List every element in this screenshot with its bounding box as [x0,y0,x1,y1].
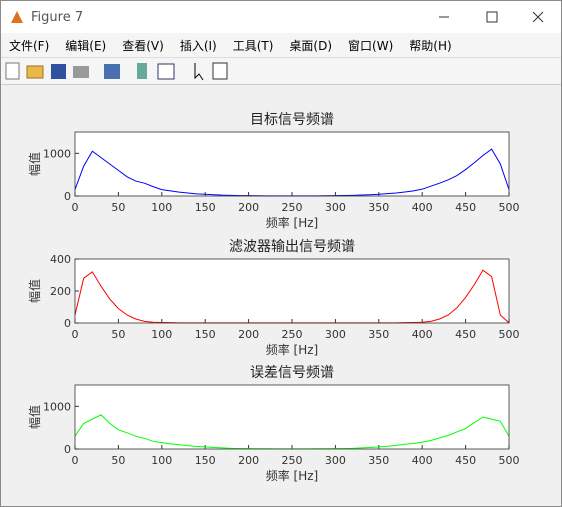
chart-title: 滤波器输出信号频谱 [229,239,355,255]
menu-bar: 文件(F) 编辑(E) 查看(V) 插入(I) 工具(T) 桌面(D) 窗口(W) 帮助(H) [1,33,561,57]
x-tick-label: 150 [195,454,216,467]
y-tick-label: 0 [64,190,71,203]
x-tick-label: 250 [282,201,303,214]
x-tick-label: 400 [412,201,433,214]
menu-item[interactable]: 窗口(W) [348,38,394,53]
x-tick-label: 200 [238,328,259,341]
y-axis-label: 幅值 [27,405,42,429]
window-title: Figure 7 [31,9,84,25]
axes-background [75,385,509,449]
x-tick-label: 200 [238,201,259,214]
axes-background [75,259,509,323]
menu-item[interactable]: 编辑(E) [65,38,107,53]
x-tick-label: 450 [455,454,476,467]
x-tick-label: 200 [238,454,259,467]
x-tick-label: 300 [325,201,346,214]
y-tick-label: 400 [50,253,71,266]
x-tick-label: 500 [499,454,520,467]
menu-item[interactable]: 插入(I) [179,38,217,53]
x-tick-label: 100 [151,328,172,341]
y-tick-label: 200 [50,285,71,298]
menu-item[interactable]: 工具(T) [232,38,274,53]
x-axis-label: 频率 [Hz] [266,342,319,357]
x-tick-label: 450 [455,201,476,214]
axes-box [74,131,510,197]
x-tick-label: 350 [368,328,389,341]
menu-item[interactable]: 查看(V) [122,38,164,53]
x-tick-label: 0 [72,454,79,467]
x-tick-label: 150 [195,328,216,341]
x-tick-label: 300 [325,454,346,467]
chart-title: 目标信号频谱 [250,112,334,128]
x-tick-label: 50 [111,201,125,214]
y-tick-label: 1000 [43,400,71,413]
window-buttons[interactable] [411,1,561,33]
title-bar: Figure 7 [1,1,561,33]
x-tick-label: 50 [111,328,125,341]
x-tick-label: 50 [111,454,125,467]
y-tick-label: 1000 [43,147,71,160]
chart-title: 误差信号频谱 [250,365,334,381]
x-tick-label: 150 [195,201,216,214]
x-tick-label: 350 [368,201,389,214]
x-tick-label: 100 [151,201,172,214]
menu-item[interactable]: 文件(F) [9,38,50,53]
x-tick-label: 350 [368,454,389,467]
x-tick-label: 300 [325,328,346,341]
y-tick-label: 0 [64,443,71,456]
x-tick-label: 400 [412,328,433,341]
axes-background [75,132,509,196]
axes-box [74,384,510,450]
x-tick-label: 0 [72,328,79,341]
x-tick-label: 100 [151,454,172,467]
x-tick-label: 250 [282,328,303,341]
toolbar [1,57,561,85]
x-tick-label: 500 [499,328,520,341]
app-icon [11,11,23,23]
x-tick-label: 450 [455,328,476,341]
menu-item[interactable]: 帮助(H) [409,38,452,53]
y-tick-label: 0 [64,317,71,330]
menu-item[interactable]: 桌面(D) [289,38,333,53]
toolbar-icons[interactable] [1,58,241,84]
x-tick-label: 500 [499,201,520,214]
y-axis-label: 幅值 [27,152,42,176]
x-tick-label: 250 [282,454,303,467]
x-tick-label: 0 [72,201,79,214]
x-tick-label: 400 [412,454,433,467]
y-axis-label: 幅值 [27,279,42,303]
axes-box [74,258,510,324]
x-axis-label: 频率 [Hz] [266,468,319,483]
x-axis-label: 频率 [Hz] [266,215,319,230]
